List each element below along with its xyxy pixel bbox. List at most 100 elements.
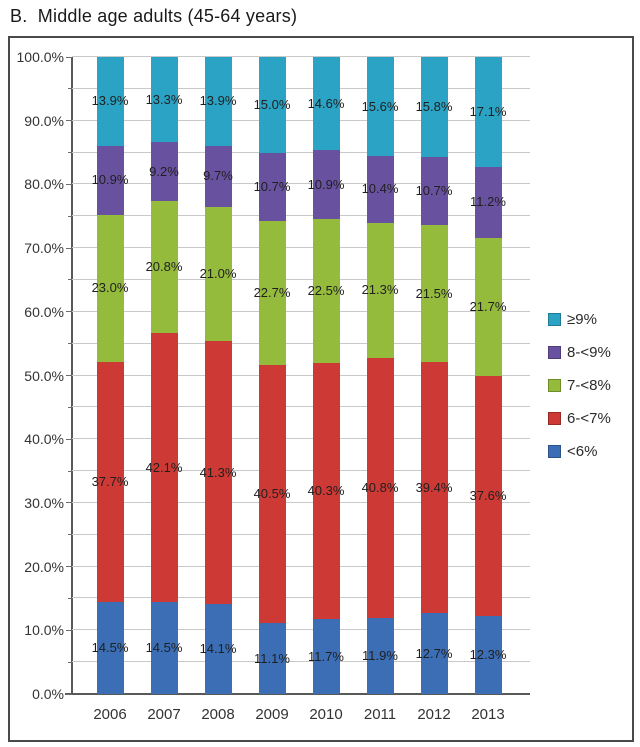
bar-segment-label: 11.7% [308,648,344,664]
legend-item: ≥9% [548,310,597,328]
x-axis-label: 2006 [93,706,127,723]
bar-segment-label: 23.0% [91,280,129,296]
chart-title: B. Middle age adults (45-64 years) [10,6,298,26]
axis-tick-mark [66,183,72,185]
y-axis-label: 60.0% [24,303,64,320]
y-axis-label: 40.0% [24,431,64,448]
gridline [72,661,530,663]
bar-segment-label: 13.9% [91,93,129,109]
bar-segment [312,150,340,220]
bar-segment [420,157,448,226]
bar-segment [96,215,124,362]
y-axis-label: 30.0% [24,494,64,511]
gridline [72,247,530,249]
bar-segment [474,166,502,238]
bar-segment [420,362,448,614]
gridline [72,438,530,440]
bar-segment [420,57,448,158]
y-axis-label: 90.0% [24,112,64,129]
legend-item: 7-<8% [548,376,611,394]
bar-segment-label: 40.5% [253,486,291,502]
bar-segment-label: 15.8% [415,99,453,114]
legend-swatch [548,444,561,458]
bar-segment [258,57,286,153]
axis-tick-mark [66,247,72,249]
bar-segment-label: 40.3% [307,483,345,499]
x-axis-label: 2013 [471,706,505,723]
x-axis-line [65,693,530,695]
bar-segment-label: 12.3% [469,646,507,662]
gridline [72,501,530,503]
bar-segment [204,341,232,605]
gridline [72,56,530,57]
bar-segment [150,601,178,694]
gridline [72,629,530,631]
bar-segment-label: 22.7% [253,285,291,300]
axis-tick-mark [66,438,72,440]
bar-segment-label: 14.5% [91,639,129,655]
gridline [72,597,530,599]
bar-segment-label: 10.7% [415,183,453,199]
axis-tick-mark [68,343,72,345]
bar-segment-label: 15.0% [253,96,291,112]
bar-segment-label: 20.8% [145,259,183,275]
gridline [72,87,530,89]
bar-segment-label: 9.2% [149,163,179,179]
legend-swatch [548,312,561,326]
axis-tick-mark [68,470,72,472]
axis-tick-mark [66,120,72,122]
bar-segment [204,145,232,208]
axis-tick-mark [68,406,72,408]
bar-segment [366,358,394,619]
bar-segment-label: 11.2% [470,194,506,210]
axis-tick-mark [68,152,72,154]
bar-segment-label: 11.9% [362,648,398,664]
plot-area: 14.5% 37.7% 23.0% 10.9% 13.9% 14.5% 42.1% 20.8%… [65,56,530,695]
bar-segment-label: 21.7% [469,299,507,315]
gridline [72,215,530,217]
axis-tick-mark [68,215,72,217]
bar-segment [258,623,286,694]
y-axis-label: 100.0% [16,49,64,65]
legend-label: 6-<7% [567,409,611,427]
bar-segment-label: 13.9% [199,93,237,109]
bar-segment-label: 21.0% [199,266,237,282]
y-axis-label: 80.0% [24,176,64,193]
axis-tick-mark [66,693,72,695]
gridline [72,342,530,344]
bar-segment-label: 10.9% [307,176,345,192]
bar-segment [258,365,286,624]
bar-segment [366,57,394,157]
bar-segment [204,207,232,342]
bar-segment-label: 9.7% [203,168,233,184]
y-axis-label: 70.0% [24,240,64,257]
y-axis-label: 0.0% [32,686,64,702]
x-axis-label: 2010 [309,706,343,723]
gridline [72,533,530,535]
gridline [72,151,530,153]
bar-segment [312,219,340,363]
bar-segment [150,142,178,201]
bar-segment-label: 40.8% [361,480,399,496]
bar-segment-label: 15.6% [361,98,399,114]
bar-segment [366,618,394,694]
bar-segment-label: 14.5% [145,639,183,655]
bar-segment [474,615,502,694]
legend-label: 8-<9% [567,343,611,361]
x-axis-label: 2012 [417,706,451,723]
bar-segment [96,601,124,694]
bar-segment-label: 14.1% [199,641,237,657]
gridline [72,565,530,567]
bar-segment-label: 10.4% [361,181,399,197]
legend-item: 8-<9% [548,343,611,361]
bar-segment [312,619,340,694]
bar-segment-label: 21.5% [415,285,453,301]
bar-segment [96,57,124,146]
bar-segment-label: 39.4% [415,479,453,495]
gridline [72,183,530,185]
bar-segment [312,362,340,620]
legend-label: 7-<8% [567,376,611,394]
x-axis-label: 2011 [363,706,397,723]
chart-frame: 14.5% 37.7% 23.0% 10.9% 13.9% 14.5% 42.1% 20.8%… [8,36,634,742]
gridline [72,406,530,408]
